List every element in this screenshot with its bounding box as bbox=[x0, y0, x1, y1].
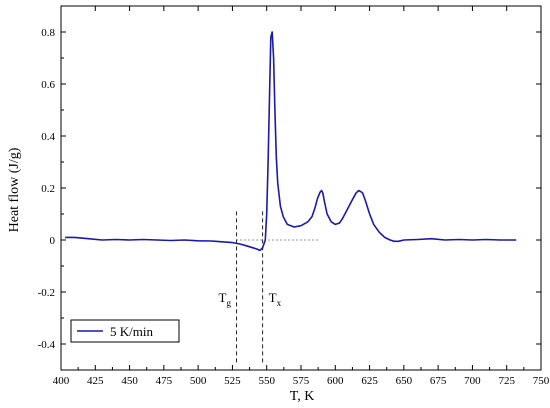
legend-label: 5 K/min bbox=[110, 324, 153, 339]
x-tick-label: 725 bbox=[498, 375, 515, 387]
series-line bbox=[65, 31, 517, 252]
x-tick-label: 650 bbox=[396, 375, 413, 387]
y-tick-label: 0.6 bbox=[41, 79, 55, 91]
y-tick-label: -0.2 bbox=[38, 287, 55, 299]
x-tick-label: 550 bbox=[258, 375, 275, 387]
x-tick-label: 700 bbox=[464, 375, 481, 387]
y-tick-label: -0.4 bbox=[38, 339, 56, 351]
plot-axes: 400 425 450 475 500 525 550 575 600 625 650 675 700 7… bbox=[38, 5, 550, 387]
x-tick-label: 600 bbox=[327, 375, 344, 387]
y-tick-label: 0 bbox=[50, 235, 56, 247]
x-tick-label: 425 bbox=[87, 375, 104, 387]
x-tick-label: 575 bbox=[293, 375, 310, 387]
legend: 5 K/min bbox=[70, 319, 180, 343]
annotation-subscript: x bbox=[277, 298, 282, 308]
x-tick-label: 500 bbox=[190, 375, 207, 387]
x-tick-label: 675 bbox=[430, 375, 447, 387]
y-tick-label: 0.4 bbox=[41, 131, 55, 143]
x-tick-label: 625 bbox=[361, 375, 378, 387]
y-tick-label: 0.2 bbox=[41, 183, 55, 195]
x-tick-label: 450 bbox=[121, 375, 138, 387]
plot-frame bbox=[60, 5, 542, 371]
y-axis-title: Heat flow (J/g) bbox=[7, 147, 22, 232]
x-tick-label: 475 bbox=[156, 375, 173, 387]
x-tick-label: 400 bbox=[53, 375, 70, 387]
annotation-subscript: g bbox=[227, 298, 232, 308]
x-tick-label: 750 bbox=[533, 375, 550, 387]
y-tick-label: 0.8 bbox=[41, 27, 55, 39]
annotation-label: T bbox=[219, 290, 227, 305]
annotation-label: T bbox=[269, 290, 277, 305]
legend-box bbox=[70, 319, 180, 343]
annotation-guides bbox=[236, 211, 319, 365]
data-series bbox=[65, 31, 517, 252]
x-axis-title: T, K bbox=[290, 389, 315, 404]
x-tick-label: 525 bbox=[224, 375, 241, 387]
